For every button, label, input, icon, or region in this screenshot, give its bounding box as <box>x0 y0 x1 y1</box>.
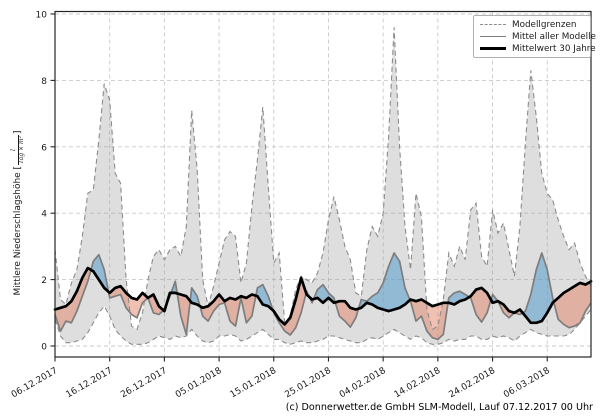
y-tick-label: 2 <box>41 276 47 286</box>
x-tick-label: 06.12.2017 <box>10 366 60 400</box>
legend-label: Mittel aller Modelle <box>512 31 596 42</box>
x-tick-label: 24.02.2018 <box>447 366 497 401</box>
y-axis-unit-fraction: l Tag × m² <box>10 135 25 165</box>
model-lower-boundary-line <box>54 305 592 345</box>
gray-line-sample-icon <box>480 36 506 37</box>
legend-item-mittel-aller-modelle: Mittel aller Modelle <box>480 31 596 42</box>
x-tick-label: 15.01.2018 <box>229 366 279 401</box>
black-line-sample-icon <box>480 47 506 50</box>
dashed-line-sample-icon <box>480 24 506 25</box>
below-normal-fill <box>55 268 591 340</box>
model-spread-band <box>55 27 591 345</box>
legend-label: Mittelwert 30 Jahre <box>512 43 596 54</box>
y-axis-label-suffix: ] <box>13 130 23 135</box>
copyright-caption: (c) Donnerwetter.de GmbH SLM-Modell, Lau… <box>285 402 593 413</box>
plot-frame <box>54 10 592 358</box>
x-tick-label: 25.01.2018 <box>283 366 333 401</box>
chart-legend: Modellgrenzen Mittel aller Modelle Mitte… <box>473 15 596 58</box>
y-tick-label: 4 <box>41 210 47 220</box>
y-tick-label: 10 <box>36 11 48 21</box>
x-tick-label: 16.12.2017 <box>65 366 115 400</box>
y-axis-label-prefix: Mittlere Niederschlagshöhe [ <box>13 165 23 296</box>
x-tick-label: 26.12.2017 <box>119 366 169 400</box>
y-axis-label: Mittlere Niederschlagshöhe [l Tag × m²] <box>9 88 27 338</box>
y-axis-unit-denominator: Tag × m² <box>17 136 25 164</box>
model-mean-line <box>54 252 592 341</box>
y-tick-label: 0 <box>41 343 47 353</box>
y-tick-label: 8 <box>41 77 47 87</box>
x-tick-label: 05.01.2018 <box>174 366 224 401</box>
x-tick-label: 14.02.2018 <box>393 366 443 401</box>
x-tick-label: 04.02.2018 <box>338 366 388 401</box>
y-tick-label: 6 <box>41 143 47 153</box>
legend-item-mittelwert-30-jahre: Mittelwert 30 Jahre <box>480 43 596 54</box>
legend-item-modellgrenzen: Modellgrenzen <box>480 19 586 30</box>
climate-mean-line <box>53 266 593 326</box>
x-tick-label: 06.03.2018 <box>502 366 552 401</box>
above-normal-fill <box>55 253 591 325</box>
legend-label: Modellgrenzen <box>512 19 577 30</box>
